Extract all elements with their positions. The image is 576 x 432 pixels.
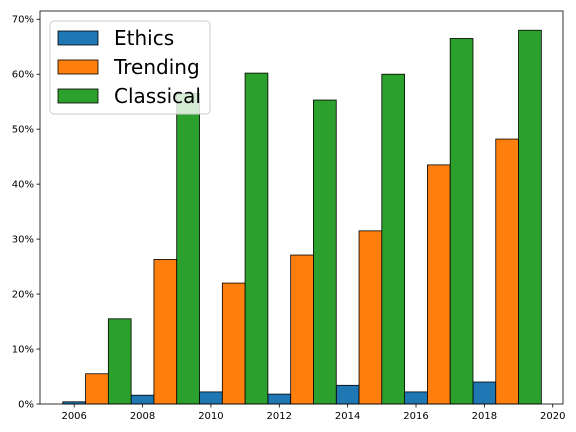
y-tick-label: 20% bbox=[12, 290, 34, 301]
bar-classical-2016 bbox=[450, 38, 473, 404]
y-tick-label: 40% bbox=[12, 180, 34, 191]
bar-classical-2012 bbox=[313, 100, 336, 404]
x-tick-label: 2008 bbox=[130, 411, 155, 422]
bar-ethics-2014 bbox=[336, 385, 359, 404]
bar-trending-2006 bbox=[86, 374, 109, 404]
bar-trending-2012 bbox=[291, 255, 314, 404]
bar-ethics-2012 bbox=[268, 394, 291, 404]
bar-ethics-2008 bbox=[131, 395, 154, 404]
legend-swatch-ethics bbox=[58, 31, 98, 45]
legend-label-ethics: Ethics bbox=[114, 26, 174, 50]
bar-classical-2008 bbox=[177, 93, 200, 404]
legend-swatch-classical bbox=[58, 89, 98, 103]
bar-ethics-2018 bbox=[473, 382, 496, 404]
x-axis: 2006 2008 2010 2012 2014 2016 2018 2020 bbox=[61, 404, 565, 422]
bar-ethics-2016 bbox=[405, 392, 428, 404]
x-tick-label: 2012 bbox=[267, 411, 292, 422]
bar-classical-2010 bbox=[245, 73, 268, 404]
y-tick-label: 60% bbox=[12, 70, 34, 81]
x-tick-label: 2016 bbox=[403, 411, 428, 422]
legend-label-classical: Classical bbox=[114, 84, 201, 108]
y-tick-label: 30% bbox=[12, 235, 34, 246]
bar-classical-2018 bbox=[519, 30, 542, 404]
x-tick-label: 2006 bbox=[61, 411, 86, 422]
y-tick-label: 50% bbox=[12, 125, 34, 136]
y-axis: 0% 10% 20% 30% 40% 50% 60% 70% bbox=[12, 15, 40, 411]
bar-classical-2006 bbox=[108, 319, 131, 404]
y-tick-label: 0% bbox=[18, 400, 34, 411]
legend-label-trending: Trending bbox=[113, 55, 200, 79]
bar-classical-2014 bbox=[382, 74, 405, 404]
legend: Ethics Trending Classical bbox=[50, 21, 210, 114]
x-tick-label: 2010 bbox=[198, 411, 223, 422]
x-tick-label: 2020 bbox=[540, 411, 565, 422]
bar-trending-2018 bbox=[496, 139, 519, 404]
y-tick-label: 10% bbox=[12, 345, 34, 356]
bar-ethics-2010 bbox=[200, 392, 223, 404]
bar-trending-2008 bbox=[154, 259, 177, 404]
bar-trending-2016 bbox=[427, 165, 450, 404]
y-tick-label: 70% bbox=[12, 15, 34, 26]
legend-swatch-trending bbox=[58, 60, 98, 74]
x-tick-label: 2014 bbox=[335, 411, 360, 422]
bar-trending-2014 bbox=[359, 231, 382, 404]
bar-trending-2010 bbox=[222, 283, 245, 404]
x-tick-label: 2018 bbox=[472, 411, 497, 422]
